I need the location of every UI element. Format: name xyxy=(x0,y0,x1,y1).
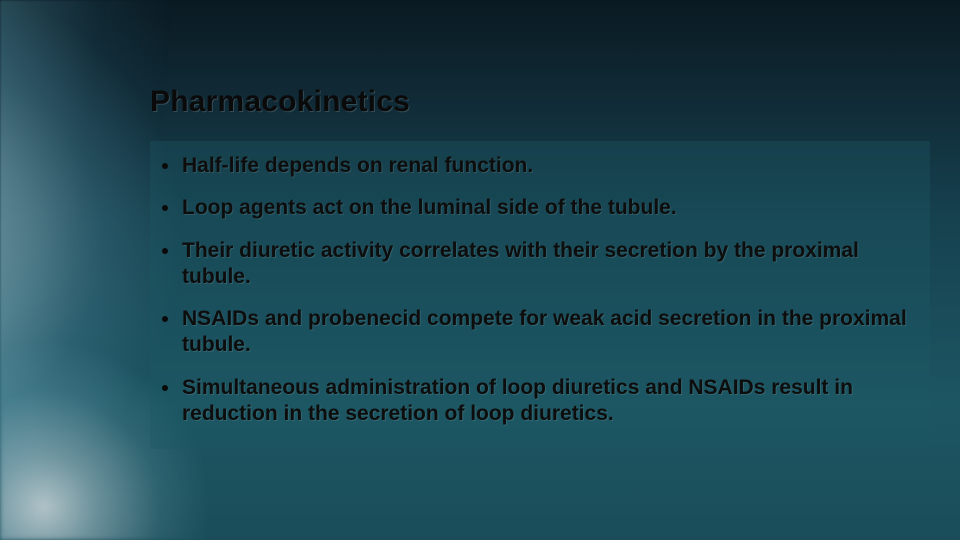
bullet-panel: Half-life depends on renal function. Loo… xyxy=(150,141,930,449)
bullet-text: Half-life depends on renal function. xyxy=(182,153,533,179)
bullet-text: NSAIDs and probenecid compete for weak a… xyxy=(182,306,918,359)
slide-content: Pharmacokinetics Half-life depends on re… xyxy=(150,85,930,449)
slide-title: Pharmacokinetics xyxy=(150,85,930,119)
bullet-text: Their diuretic activity correlates with … xyxy=(182,238,918,291)
bullet-text: Simultaneous administration of loop diur… xyxy=(182,375,918,428)
bullet-dot-icon xyxy=(162,385,168,391)
list-item: NSAIDs and probenecid compete for weak a… xyxy=(154,300,926,369)
bullet-dot-icon xyxy=(162,248,168,254)
bullet-dot-icon xyxy=(162,163,168,169)
bullet-text: Loop agents act on the luminal side of t… xyxy=(182,195,677,221)
list-item: Simultaneous administration of loop diur… xyxy=(154,369,926,438)
bullet-dot-icon xyxy=(162,205,168,211)
list-item: Their diuretic activity correlates with … xyxy=(154,232,926,301)
list-item: Loop agents act on the luminal side of t… xyxy=(154,189,926,231)
bullet-dot-icon xyxy=(162,316,168,322)
list-item: Half-life depends on renal function. xyxy=(154,147,926,189)
